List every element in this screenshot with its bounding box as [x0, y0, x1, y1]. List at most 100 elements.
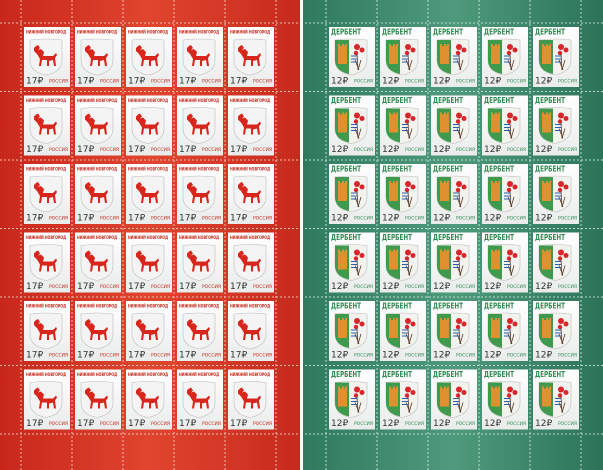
stamp-country: РОССИЯ [507, 421, 526, 427]
stamp-value: 17₽ [77, 351, 94, 361]
stamp-country: РОССИЯ [151, 216, 170, 222]
stamp-city: ДЕРБЕНТ [433, 302, 463, 311]
stamp: ДЕРБЕНТ 12₽ РОССИЯ [533, 95, 579, 156]
stamp-value: 17₽ [26, 77, 43, 87]
stamp: НИЖНИЙ НОВГОРОД 17₽ РОССИЯ [75, 301, 121, 361]
stamp-value: 12₽ [484, 77, 501, 87]
stamp-value: 17₽ [179, 351, 196, 361]
stamp-city: НИЖНИЙ НОВГОРОД [230, 28, 270, 36]
stamp-country: РОССИЯ [558, 284, 577, 290]
stamp-value: 17₽ [128, 282, 145, 292]
stamp: ДЕРБЕНТ 12₽ РОССИЯ [533, 164, 579, 224]
stamp-city: ДЕРБЕНТ [484, 165, 514, 174]
stamp-country: РОССИЯ [405, 216, 424, 222]
stamp-country: РОССИЯ [100, 147, 119, 153]
stamp-city: ДЕРБЕНТ [331, 28, 361, 37]
stamp: ДЕРБЕНТ 12₽ РОССИЯ [482, 232, 528, 293]
stamp: НИЖНИЙ НОВГОРОД 17₽ РОССИЯ [228, 27, 274, 87]
stamp-value: 17₽ [179, 419, 196, 429]
stamp-country: РОССИЯ [151, 353, 170, 359]
stamp-country: РОССИЯ [253, 216, 272, 222]
stamp-city: НИЖНИЙ НОВГОРОД [230, 302, 270, 310]
stamp-value: 12₽ [331, 77, 348, 87]
stamp-emblem [29, 244, 63, 281]
stamp-country: РОССИЯ [558, 147, 577, 153]
stamp-value: 12₽ [382, 282, 399, 292]
stamp-value: 17₽ [179, 214, 196, 224]
stamp: НИЖНИЙ НОВГОРОД 17₽ РОССИЯ [24, 301, 70, 361]
stamp-value: 17₽ [179, 145, 196, 155]
stamp-emblem [182, 381, 216, 418]
stamp-emblem [233, 381, 267, 418]
stamp-value: 12₽ [433, 214, 450, 224]
stamp-emblem [334, 107, 368, 144]
stamp: НИЖНИЙ НОВГОРОД 17₽ РОССИЯ [177, 95, 223, 156]
stamp-value: 17₽ [230, 214, 247, 224]
stamp: НИЖНИЙ НОВГОРОД 17₽ РОССИЯ [75, 369, 121, 430]
stamp-country: РОССИЯ [253, 147, 272, 153]
stamp-value: 12₽ [382, 145, 399, 155]
stamp-country: РОССИЯ [354, 147, 373, 153]
stamp-country: РОССИЯ [151, 421, 170, 427]
stamp-value: 17₽ [128, 419, 145, 429]
stamp-city: НИЖНИЙ НОВГОРОД [26, 28, 66, 36]
stamp-emblem [29, 381, 63, 418]
stamp-country: РОССИЯ [49, 79, 68, 85]
stamp-city: ДЕРБЕНТ [382, 233, 412, 242]
stamp-country: РОССИЯ [405, 79, 424, 85]
stamp-city: НИЖНИЙ НОВГОРОД [230, 165, 270, 173]
stamp-emblem [436, 38, 470, 76]
stamp-value: 12₽ [331, 282, 348, 292]
stamp-country: РОССИЯ [151, 147, 170, 153]
stamp: ДЕРБЕНТ 12₽ РОССИЯ [329, 369, 375, 430]
stamp-country: РОССИЯ [253, 284, 272, 290]
stamp-city: НИЖНИЙ НОВГОРОД [128, 233, 168, 241]
stamp-emblem [131, 312, 165, 350]
stamp-value: 17₽ [77, 419, 94, 429]
stamp-country: РОССИЯ [558, 353, 577, 359]
stamp-country: РОССИЯ [100, 79, 119, 85]
stamp-emblem [538, 107, 572, 144]
stamp: НИЖНИЙ НОВГОРОД 17₽ РОССИЯ [126, 369, 172, 430]
stamp-value: 17₽ [230, 282, 247, 292]
stamp-value: 17₽ [26, 419, 43, 429]
stamp-city: НИЖНИЙ НОВГОРОД [77, 370, 117, 378]
stamp-emblem [29, 175, 63, 213]
stamp: ДЕРБЕНТ 12₽ РОССИЯ [380, 95, 426, 156]
stamp: ДЕРБЕНТ 12₽ РОССИЯ [431, 27, 477, 87]
stamp-emblem [233, 244, 267, 281]
stamp-emblem [80, 175, 114, 213]
stamp-country: РОССИЯ [202, 147, 221, 153]
stamp-city: НИЖНИЙ НОВГОРОД [128, 96, 168, 104]
stamp-emblem [385, 107, 419, 144]
stamp-city: НИЖНИЙ НОВГОРОД [128, 28, 168, 36]
stamp-emblem [182, 107, 216, 144]
stamp-country: РОССИЯ [49, 216, 68, 222]
stamp-value: 12₽ [382, 419, 399, 429]
stamp: НИЖНИЙ НОВГОРОД 17₽ РОССИЯ [24, 232, 70, 293]
stamp: НИЖНИЙ НОВГОРОД 17₽ РОССИЯ [177, 232, 223, 293]
stamp-value: 17₽ [230, 419, 247, 429]
stamp-emblem [436, 381, 470, 418]
stamp-city: ДЕРБЕНТ [484, 96, 514, 105]
stamp-country: РОССИЯ [405, 147, 424, 153]
stamp-emblem [487, 312, 521, 350]
stamp-emblem [334, 312, 368, 350]
stamp: ДЕРБЕНТ 12₽ РОССИЯ [482, 301, 528, 361]
stamp-country: РОССИЯ [49, 284, 68, 290]
stamp-emblem [131, 107, 165, 144]
stamp-city: ДЕРБЕНТ [535, 96, 565, 105]
stamp: ДЕРБЕНТ 12₽ РОССИЯ [533, 301, 579, 361]
stamp-country: РОССИЯ [558, 421, 577, 427]
stamp: ДЕРБЕНТ 12₽ РОССИЯ [380, 164, 426, 224]
stamp: НИЖНИЙ НОВГОРОД 17₽ РОССИЯ [75, 95, 121, 156]
stamp-value: 17₽ [128, 77, 145, 87]
stamp-city: ДЕРБЕНТ [433, 28, 463, 37]
stamp-value: 12₽ [433, 351, 450, 361]
stamp-value: 12₽ [433, 77, 450, 87]
stamp: НИЖНИЙ НОВГОРОД 17₽ РОССИЯ [228, 95, 274, 156]
stamp-value: 17₽ [179, 77, 196, 87]
stamp-city: ДЕРБЕНТ [484, 28, 514, 37]
stamp-city: НИЖНИЙ НОВГОРОД [179, 165, 219, 173]
